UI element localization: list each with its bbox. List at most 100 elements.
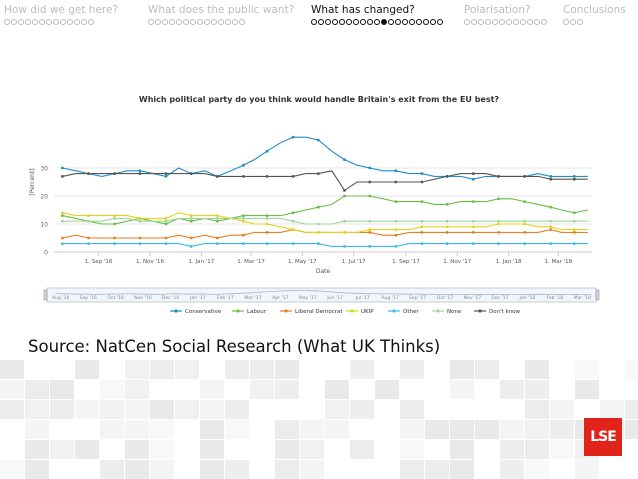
grid-tile xyxy=(225,420,249,439)
nav-slide-dot[interactable] xyxy=(225,19,231,25)
nav-slide-dot[interactable] xyxy=(46,19,52,25)
nav-slide-dot[interactable] xyxy=(416,19,422,25)
nav-slide-dot[interactable] xyxy=(499,19,505,25)
series-point-1 xyxy=(265,214,269,218)
nav-slide-dot[interactable] xyxy=(60,19,66,25)
navigator-handle-left xyxy=(43,289,48,301)
nav-slide-dot[interactable] xyxy=(464,19,470,25)
nav-slide-dot[interactable] xyxy=(325,19,331,25)
nav-slide-dot[interactable] xyxy=(25,19,31,25)
series-point-6 xyxy=(497,175,500,178)
nav-slide-dot[interactable] xyxy=(155,19,161,25)
nav-slide-dot[interactable] xyxy=(32,19,38,25)
nav-slide-dot[interactable] xyxy=(339,19,345,25)
grid-tile xyxy=(400,460,424,479)
nav-slide-dot[interactable] xyxy=(81,19,87,25)
nav-slide-dot[interactable] xyxy=(570,19,576,25)
nav-slide-dot[interactable] xyxy=(211,19,217,25)
nav-slide-dot[interactable] xyxy=(563,19,569,25)
nav-slide-dot[interactable] xyxy=(39,19,45,25)
nav-slide-dot[interactable] xyxy=(388,19,394,25)
nav-slide-dot[interactable] xyxy=(506,19,512,25)
nav-slide-dot[interactable] xyxy=(183,19,189,25)
nav-slide-dot[interactable] xyxy=(148,19,154,25)
nav-slide-dot[interactable] xyxy=(353,19,359,25)
nav-section-3[interactable]: Polarisation? xyxy=(464,4,547,25)
x-tick-label: 1. Mar '18 xyxy=(545,259,573,265)
series-point-0 xyxy=(394,169,398,173)
nav-slide-dot[interactable] xyxy=(423,19,429,25)
nav-section-4[interactable]: Conclusions xyxy=(563,4,626,25)
nav-slide-dot[interactable] xyxy=(395,19,401,25)
grid-tile xyxy=(425,460,449,479)
grid-tile xyxy=(400,420,424,439)
grid-tile xyxy=(175,440,199,459)
nav-slide-dot[interactable] xyxy=(471,19,477,25)
nav-slide-dot[interactable] xyxy=(197,19,203,25)
series-point-5 xyxy=(291,219,295,223)
nav-slide-dot[interactable] xyxy=(239,19,245,25)
grid-tile xyxy=(275,380,299,399)
x-tick-label: 1. Sep '16 xyxy=(85,259,113,265)
nav-slide-dot[interactable] xyxy=(346,19,352,25)
chart-area: 0 10 20 30 [Percent] 1. Sep '16 1. Nov '16 1. J… xyxy=(29,135,600,315)
navigator-label: Aug '17 xyxy=(381,295,399,301)
nav-section-dots xyxy=(563,19,626,25)
nav-slide-dot[interactable] xyxy=(204,19,210,25)
legend-swatch-dot xyxy=(478,309,482,313)
nav-slide-dot[interactable] xyxy=(88,19,94,25)
nav-section-0[interactable]: How did we get here? xyxy=(4,4,118,25)
grid-tile xyxy=(50,400,74,419)
nav-slide-dot[interactable] xyxy=(485,19,491,25)
series-point-5 xyxy=(420,219,424,223)
nav-slide-dot[interactable] xyxy=(218,19,224,25)
nav-slide-dot[interactable] xyxy=(169,19,175,25)
y-axis-label: [Percent] xyxy=(29,168,36,195)
nav-slide-dot[interactable] xyxy=(53,19,59,25)
nav-slide-dot[interactable] xyxy=(577,19,583,25)
nav-slide-dot[interactable] xyxy=(381,19,387,25)
nav-slide-dot[interactable] xyxy=(11,19,17,25)
grid-tile xyxy=(350,400,374,419)
nav-section-1[interactable]: What does the public want? xyxy=(148,4,294,25)
nav-slide-dot[interactable] xyxy=(534,19,540,25)
nav-slide-dot[interactable] xyxy=(18,19,24,25)
grid-tile xyxy=(150,440,174,459)
nav-slide-dot[interactable] xyxy=(409,19,415,25)
grid-tile xyxy=(350,380,374,399)
nav-slide-dot[interactable] xyxy=(232,19,238,25)
nav-slide-dot[interactable] xyxy=(67,19,73,25)
nav-slide-dot[interactable] xyxy=(332,19,338,25)
nav-slide-dot[interactable] xyxy=(437,19,443,25)
nav-slide-dot[interactable] xyxy=(176,19,182,25)
nav-slide-dot[interactable] xyxy=(318,19,324,25)
nav-slide-dot[interactable] xyxy=(478,19,484,25)
nav-slide-dot[interactable] xyxy=(541,19,547,25)
nav-section-2[interactable]: What has changed? xyxy=(311,4,443,25)
series-point-5 xyxy=(343,219,346,223)
nav-slide-dot[interactable] xyxy=(527,19,533,25)
legend-swatch-dot xyxy=(174,309,178,313)
nav-slide-dot[interactable] xyxy=(190,19,196,25)
nav-slide-dot[interactable] xyxy=(162,19,168,25)
nav-slide-dot[interactable] xyxy=(430,19,436,25)
series-point-6 xyxy=(265,175,269,178)
nav-slide-dot[interactable] xyxy=(4,19,10,25)
nav-slide-dot[interactable] xyxy=(374,19,380,25)
series-point-2 xyxy=(215,236,219,240)
series-point-6 xyxy=(87,172,90,176)
legend-item-label: UKIP xyxy=(361,309,374,315)
nav-slide-dot[interactable] xyxy=(360,19,366,25)
grid-tile xyxy=(325,400,349,419)
series-point-4 xyxy=(242,242,245,246)
series-point-0 xyxy=(343,158,346,162)
range-navigator xyxy=(46,287,597,303)
nav-slide-dot[interactable] xyxy=(311,19,317,25)
nav-slide-dot[interactable] xyxy=(492,19,498,25)
nav-slide-dot[interactable] xyxy=(74,19,80,25)
nav-slide-dot[interactable] xyxy=(402,19,408,25)
nav-slide-dot[interactable] xyxy=(520,19,526,25)
nav-slide-dot[interactable] xyxy=(367,19,373,25)
nav-slide-dot[interactable] xyxy=(513,19,519,25)
grid-tile xyxy=(150,420,174,439)
